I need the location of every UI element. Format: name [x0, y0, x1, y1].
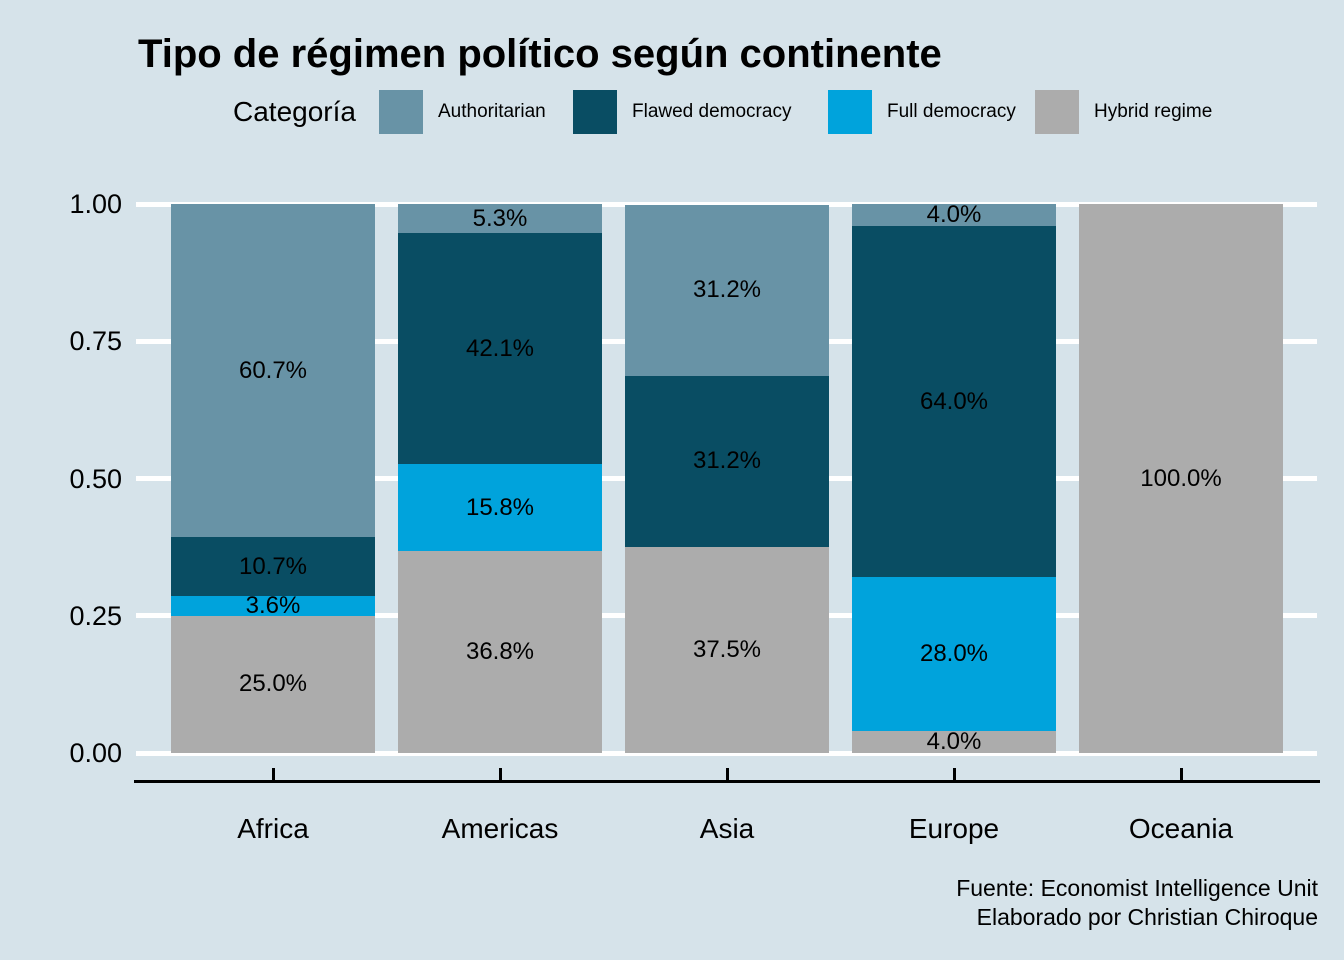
segment-value-label: 3.6%	[245, 591, 301, 619]
bar-segment: 60.7%	[171, 204, 375, 538]
y-axis-tick-label: 0.50	[69, 463, 122, 494]
bar-segment: 100.0%	[1079, 204, 1283, 753]
legend-swatch-full-democracy-icon	[828, 90, 872, 134]
segment-value-label: 4.0%	[926, 201, 982, 228]
x-axis-tick	[725, 768, 729, 780]
author-line: Elaborado por Christian Chiroque	[976, 904, 1318, 930]
bar-segment: 4.0%	[852, 201, 1056, 228]
gridline	[136, 750, 1317, 756]
x-axis-tick	[498, 768, 502, 780]
legend-item-label: Full democracy	[887, 101, 1016, 122]
bar-segment: 4.0%	[852, 728, 1056, 756]
bar-oceania: 100.0%	[1079, 204, 1283, 753]
bar-asia: 31.2% 31.2% 37.5%	[625, 204, 829, 753]
bar-segment: 25.0%	[171, 615, 375, 753]
x-axis-tick	[271, 768, 275, 780]
chart-title: Tipo de régimen político según continent…	[138, 32, 942, 76]
segment-value-label: 5.3%	[472, 204, 528, 232]
bar-europe: 4.0% 64.0% 28.0% 4.0%	[852, 201, 1056, 756]
bar-segment: 3.6%	[171, 591, 375, 619]
source-note: Fuente: Economist Intelligence Unit Elab…	[956, 874, 1318, 932]
segment-value-label: 4.0%	[926, 728, 982, 756]
bar-segment: 15.8%	[398, 464, 602, 551]
bar-segment: 37.5%	[625, 547, 829, 753]
legend-item-label: Hybrid regime	[1094, 101, 1213, 122]
gridline	[136, 201, 1317, 207]
bar-segment: 28.0%	[852, 577, 1056, 732]
segment-value-label: 15.8%	[465, 493, 535, 521]
x-axis-category-label: Europe	[908, 813, 1000, 844]
legend-title: Categoría	[233, 96, 356, 127]
source-line: Fuente: Economist Intelligence Unit	[956, 875, 1318, 901]
legend-item-label: Authoritarian	[438, 101, 546, 122]
bar-segment: 36.8%	[398, 550, 602, 753]
x-axis-line	[134, 780, 1320, 783]
segment-value-label: 31.2%	[692, 447, 762, 475]
legend-swatch-authoritarian-icon	[379, 90, 423, 134]
segment-value-label: 28.0%	[919, 640, 989, 668]
bar-segment: 31.2%	[625, 375, 829, 548]
bar-segment: 31.2%	[625, 204, 829, 376]
y-axis-tick-label: 0.75	[69, 326, 122, 357]
y-axis-tick-label: 1.00	[69, 189, 122, 219]
legend-swatch-hybrid-regime-icon	[1035, 90, 1079, 134]
segment-value-label: 60.7%	[238, 356, 308, 384]
x-axis-category-label: Americas	[441, 813, 559, 844]
segment-value-label: 25.0%	[238, 670, 308, 698]
bar-segment: 42.1%	[398, 233, 602, 465]
plot-area: 60.7% 10.7% 3.6% 25.0% 5.3% 42.1% 15.8% 36.8% 31…	[136, 201, 1317, 756]
segment-value-label: 36.8%	[465, 637, 535, 665]
x-axis-tick	[1179, 768, 1183, 780]
x-axis-category-label: Africa	[237, 813, 309, 844]
bar-segment: 64.0%	[852, 225, 1056, 578]
segment-value-label: 31.2%	[692, 276, 762, 304]
legend-item-flawed-democracy: Flawed democracy	[573, 90, 791, 134]
legend-item-full-democracy: Full democracy	[828, 90, 1016, 134]
y-axis-tick-label: 0.25	[69, 600, 122, 631]
bar-segment: 5.3%	[398, 204, 602, 234]
bar-americas: 5.3% 42.1% 15.8% 36.8%	[398, 204, 602, 753]
segment-value-label: 100.0%	[1140, 464, 1222, 492]
x-axis-category-label: Oceania	[1128, 813, 1234, 844]
segment-value-label: 37.5%	[692, 636, 762, 664]
legend-item-label: Flawed democracy	[632, 101, 792, 122]
bar-segment: 10.7%	[171, 537, 375, 596]
segment-value-label: 64.0%	[919, 387, 989, 415]
bar-africa: 60.7% 10.7% 3.6% 25.0%	[171, 204, 375, 753]
legend-item-authoritarian: Authoritarian	[379, 90, 546, 134]
legend-item-hybrid-regime: Hybrid regime	[1035, 90, 1212, 134]
x-axis-category-label: Asia	[699, 813, 755, 844]
segment-value-label: 10.7%	[238, 552, 308, 580]
legend-swatch-flawed-democracy-icon	[573, 90, 617, 134]
x-axis-tick	[952, 768, 956, 780]
segment-value-label: 42.1%	[465, 334, 535, 362]
y-axis-tick-label: 0.00	[69, 738, 122, 768]
